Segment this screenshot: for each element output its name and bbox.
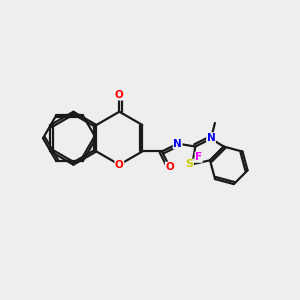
Text: O: O: [115, 160, 124, 170]
Text: N: N: [173, 139, 182, 148]
Text: F: F: [195, 152, 202, 162]
Text: S: S: [185, 159, 194, 169]
Text: N: N: [207, 133, 215, 143]
Text: O: O: [115, 90, 124, 100]
Text: O: O: [165, 162, 174, 172]
